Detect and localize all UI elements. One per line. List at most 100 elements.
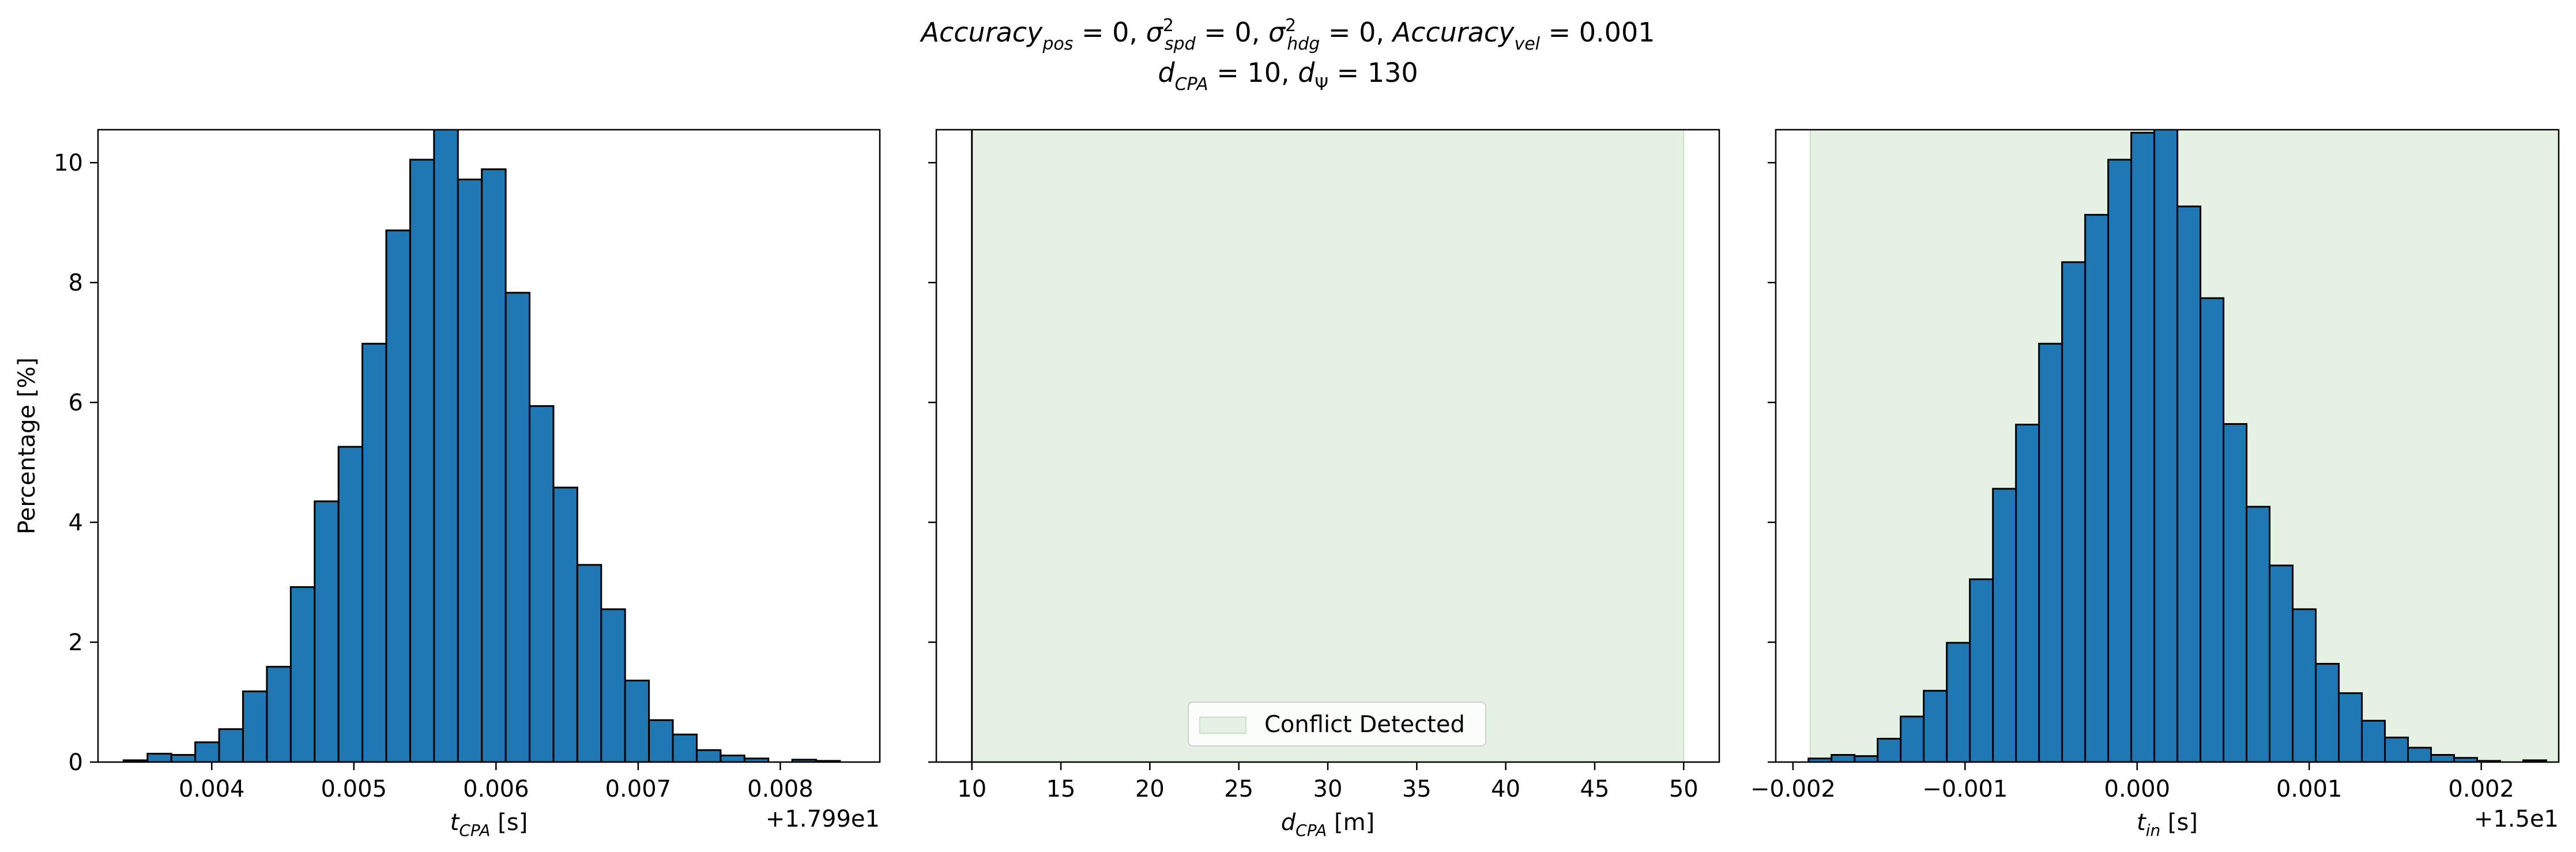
- x-tick-label: 30: [1313, 776, 1343, 802]
- y-tick-label: 6: [69, 390, 83, 416]
- histogram-bar: [2130, 131, 2156, 762]
- plot-area: [122, 130, 841, 762]
- x-tick-label: 0.006: [463, 776, 529, 802]
- histogram-bar: [2522, 759, 2548, 762]
- histogram-bar: [409, 159, 435, 762]
- histogram-bar: [552, 487, 578, 762]
- histogram-bar: [361, 342, 387, 762]
- legend: Conflict Detected: [1188, 702, 1486, 747]
- histogram-bar: [170, 754, 197, 762]
- histogram-bar: [2246, 506, 2271, 762]
- x-tick-label: 15: [1046, 776, 1076, 802]
- x-tick-label: 50: [1669, 776, 1698, 802]
- x-axis-label: tCPA [s]: [450, 809, 528, 840]
- legend-box: [1188, 702, 1486, 747]
- histogram-bar: [1831, 754, 1856, 762]
- histogram-bar: [2015, 424, 2040, 762]
- histogram-bar: [2338, 692, 2363, 762]
- histogram-bar: [2384, 736, 2409, 762]
- histogram-bar: [433, 130, 459, 762]
- x-tick-label: 10: [957, 776, 986, 802]
- x-tick-label: 0.007: [605, 776, 672, 802]
- x-tick-label: 0.004: [179, 776, 245, 802]
- y-tick-label: 0: [69, 749, 83, 776]
- x-tick-label: 40: [1491, 776, 1520, 802]
- histogram-bar: [720, 755, 745, 762]
- histogram-bar: [2223, 423, 2248, 762]
- histogram-bar: [2430, 754, 2456, 762]
- histogram-bar: [289, 586, 316, 762]
- x-tick-label: −0.002: [1750, 776, 1836, 802]
- histogram-bar: [695, 749, 722, 762]
- panel-2: 10 15 20 25 30 35 40 45 50 dCPA [m] Conflict Detec…: [928, 129, 1720, 840]
- histogram-bar: [576, 564, 602, 762]
- axes-frame: [97, 129, 881, 763]
- histogram-bar: [1992, 488, 2017, 762]
- histogram-bar: [314, 500, 340, 762]
- histogram-bar: [218, 728, 244, 762]
- y-axis-label: Percentage [%]: [14, 357, 40, 534]
- histogram-bar: [624, 680, 650, 762]
- x-tick-label: 0.001: [2276, 776, 2342, 802]
- histogram-bar: [1900, 715, 1925, 762]
- x-tick-label: 35: [1402, 776, 1432, 802]
- x-tick-label: 25: [1224, 776, 1253, 802]
- histogram-bar: [1923, 689, 1948, 762]
- histogram-bar: [2084, 214, 2110, 762]
- y-tick-label: 4: [69, 510, 83, 536]
- plot-area: [971, 130, 1685, 762]
- histogram-bar: [2061, 261, 2087, 762]
- histogram-bar: [2038, 342, 2063, 762]
- y-tick-label: 2: [69, 629, 83, 656]
- histogram-bar: [242, 690, 268, 762]
- x-tick-label: −0.001: [1922, 776, 2008, 802]
- histogram-bar: [457, 178, 483, 762]
- x-axis-label: tin [s]: [2137, 809, 2198, 840]
- histogram-bar: [672, 733, 698, 762]
- title-line-2: dCPA = 10, dΨ = 130: [1158, 57, 1418, 95]
- x-axis-label: dCPA [m]: [1281, 809, 1374, 840]
- histogram-bar: [1969, 578, 1994, 762]
- plot-area: [1807, 130, 2559, 762]
- histogram-bar: [2315, 662, 2340, 762]
- histogram-bar: [385, 229, 411, 762]
- y-tick-label: 8: [69, 270, 83, 296]
- histogram-bar: [1854, 755, 1879, 762]
- histogram-bar: [600, 608, 626, 762]
- histogram-bar: [2200, 297, 2225, 762]
- histogram-bar: [2153, 130, 2179, 762]
- histogram-bar: [2361, 719, 2386, 762]
- x-tick-label: 45: [1580, 776, 1610, 802]
- histogram-bar: [504, 292, 531, 762]
- histogram-bar: [337, 446, 364, 762]
- figure-title: Accuracypos = 0, σ2 spd = 0, σ2 hdg = 0, A…: [920, 16, 1655, 95]
- x-tick-label: 0.002: [2448, 776, 2514, 802]
- histogram-bar: [266, 666, 292, 762]
- histogram-bar: [146, 752, 172, 762]
- histogram-bar: [194, 741, 220, 762]
- panel-1: 0.004 0.005 0.006 0.007 0.008 0 2 4 6 8 10 tCPA [s]…: [14, 129, 881, 840]
- x-tick-label: 0.000: [2104, 776, 2171, 802]
- histogram-bar: [1877, 737, 1902, 762]
- x-tick-label: 20: [1135, 776, 1165, 802]
- x-offset-text: +1.5e1: [2474, 806, 2559, 832]
- axes-frame: [1775, 129, 2560, 763]
- histogram-bar: [2407, 747, 2432, 762]
- x-offset-text: +1.799e1: [766, 806, 880, 832]
- histogram-bar: [1946, 642, 1971, 762]
- panel-3: −0.002 −0.001 0.000 0.001 0.002 tin [s] +1.5e1: [1750, 129, 2560, 840]
- conflict-region: [971, 130, 1685, 762]
- histogram-bar: [2269, 564, 2294, 762]
- histogram-bar: [481, 168, 507, 762]
- legend-swatch: [1199, 717, 1246, 734]
- histogram-bar: [2176, 205, 2202, 762]
- histogram-bar: [648, 719, 674, 762]
- x-tick-label: 0.008: [747, 776, 814, 802]
- y-tick-label: 10: [54, 150, 83, 176]
- histogram-bar: [529, 405, 555, 762]
- title-line-1: Accuracypos = 0, σ2 spd = 0, σ2 hdg = 0, A…: [920, 16, 1655, 54]
- histogram-bar: [2292, 608, 2317, 762]
- legend-label: Conflict Detected: [1264, 711, 1465, 738]
- panels: 0.004 0.005 0.006 0.007 0.008 0 2 4 6 8 10 tCPA [s]…: [14, 129, 2560, 840]
